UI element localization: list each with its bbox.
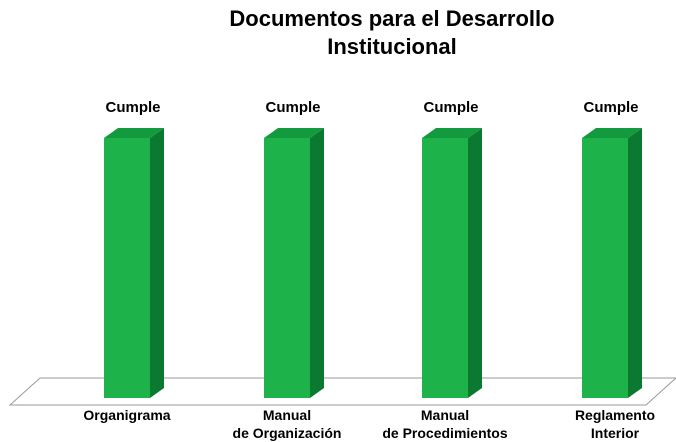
bar: [264, 138, 310, 398]
value-label: Cumple: [265, 99, 320, 116]
bar: [422, 138, 468, 398]
bar-side: [150, 128, 164, 398]
x-tick-label: Manual: [263, 407, 311, 423]
bar-top: [582, 128, 642, 138]
value-label: Cumple: [583, 99, 638, 116]
bar-top: [422, 128, 482, 138]
bar: [582, 138, 628, 398]
x-tick-label: Manual: [421, 407, 469, 423]
bar-side: [310, 128, 324, 398]
x-tick-label: Organigrama: [83, 407, 170, 423]
value-label: Cumple: [105, 99, 160, 116]
x-tick-label: de Organización: [233, 425, 342, 441]
bar: [104, 138, 150, 398]
x-tick-label: de Procedimientos: [382, 425, 507, 441]
chart-title: Documentos para el Desarrollo: [229, 6, 554, 31]
bar-side: [628, 128, 642, 398]
chart-title: Institucional: [327, 34, 457, 59]
bar-top: [264, 128, 324, 138]
x-tick-label: Interior: [591, 425, 640, 441]
value-label: Cumple: [423, 99, 478, 116]
bar-side: [468, 128, 482, 398]
x-tick-label: Reglamento: [575, 407, 655, 423]
bar-top: [104, 128, 164, 138]
floor: [8, 377, 676, 406]
